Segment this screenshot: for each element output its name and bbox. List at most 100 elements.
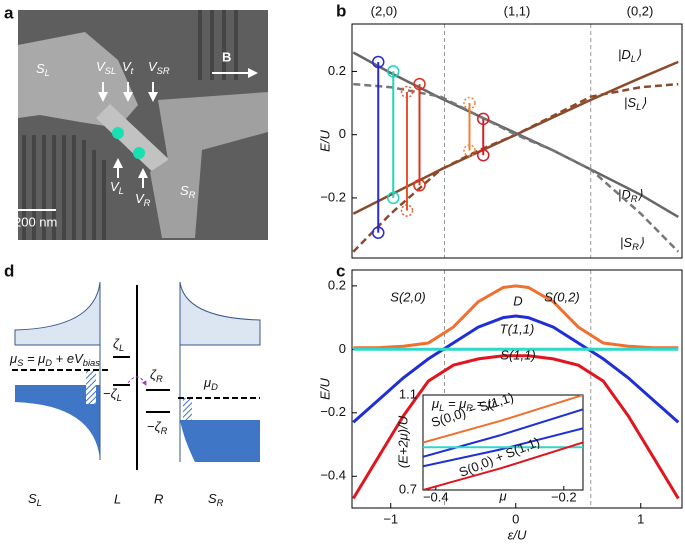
subscript: L	[631, 54, 636, 64]
subscript: R	[466, 403, 473, 413]
text-part: ⟩	[641, 95, 646, 110]
subscript: bias	[83, 358, 100, 368]
inset-note: μL = μR = μ	[431, 396, 495, 413]
series-label: |DR⟩	[618, 187, 643, 204]
series-label: S(0,2)	[544, 289, 579, 304]
text-part: V	[135, 191, 145, 206]
diagram-label: ζR	[150, 367, 163, 384]
region-label: (2,0)	[371, 3, 398, 18]
text-part: ⟩	[638, 187, 643, 202]
sem-image	[14, 10, 268, 240]
series-label: |SR⟩	[620, 235, 644, 252]
subscript: R	[144, 198, 151, 208]
text-part: S	[36, 61, 45, 76]
subscript: R	[189, 190, 196, 200]
x-tick-label: −1	[383, 511, 398, 526]
series-label: S(2,0)	[390, 289, 425, 304]
diagram-label: −ζR	[147, 419, 168, 436]
series-label: |SL⟩	[624, 95, 646, 112]
text-part: = μ	[444, 396, 466, 411]
image-label: VR	[135, 191, 151, 208]
diagram-label: SL	[28, 491, 42, 508]
subscript: S	[17, 358, 24, 368]
subscript: SR	[157, 66, 170, 76]
state-marker	[477, 148, 490, 162]
image-label: 200 nm	[14, 214, 57, 229]
band-diagram	[12, 281, 261, 470]
state-marker	[400, 85, 414, 99]
series-line	[423, 408, 583, 458]
y-tick-label: −0.2	[320, 404, 346, 419]
subscript: R	[632, 242, 639, 252]
text-part: μ	[431, 396, 439, 411]
diagram-label: L	[114, 491, 121, 506]
state-marker	[400, 204, 414, 217]
text-part: |S	[620, 235, 632, 250]
region-label: (0,2)	[627, 3, 654, 18]
image-label: VL	[110, 179, 124, 196]
subscript: L	[119, 186, 124, 196]
panel-letter: b	[336, 1, 346, 20]
plot-frame	[351, 23, 683, 259]
axis-label: μ	[498, 488, 506, 503]
image-label: Vt	[122, 59, 134, 76]
subscript: R	[631, 194, 638, 204]
image-label: VSL	[96, 59, 116, 76]
diagram-label: −ζL	[103, 386, 122, 403]
series-line	[353, 284, 679, 350]
series-line	[423, 395, 583, 444]
diagram-label: SR	[208, 491, 224, 508]
series-label: |DL⟩	[618, 47, 641, 64]
text-part: V	[122, 59, 132, 74]
text-part: = μ	[23, 351, 45, 366]
subscript: L	[119, 343, 124, 353]
text-part: = μ	[473, 396, 495, 411]
state-marker	[477, 112, 490, 126]
text-part: S	[208, 491, 217, 506]
text-part: μ	[203, 375, 211, 390]
series-line	[353, 82, 680, 253]
panel-letter: d	[4, 261, 14, 280]
plot-frame	[351, 269, 683, 509]
text-part: μ	[9, 351, 17, 366]
y-tick-label: 0	[339, 126, 346, 141]
text-part: −ζ	[147, 419, 162, 434]
image-label: B	[222, 49, 231, 64]
y-tick-label: 0.2	[328, 277, 346, 292]
image-label: VSR	[148, 59, 170, 76]
text-part: V	[110, 179, 120, 194]
text-part: |D	[618, 47, 631, 62]
y-tick-label: 0.7	[399, 481, 417, 496]
subscript: L	[45, 68, 50, 78]
text-part: ζ	[150, 367, 157, 382]
state-marker	[372, 55, 385, 69]
x-tick-label: −0.4	[423, 489, 449, 504]
text-part: |D	[618, 187, 631, 202]
state-marker	[463, 96, 476, 110]
axis-label: E/U	[317, 378, 332, 400]
subscript: SL	[105, 66, 116, 76]
x-tick-label: 0	[512, 511, 519, 526]
subscript: L	[37, 498, 42, 508]
text-part: V	[148, 59, 158, 74]
state-marker	[387, 65, 400, 78]
text-part: V	[96, 59, 106, 74]
text-part: |S	[624, 95, 636, 110]
subscript: R	[161, 426, 168, 436]
subscript: D	[45, 358, 52, 368]
panel-letter: a	[4, 3, 14, 22]
series-line	[352, 354, 680, 500]
state-marker	[413, 179, 426, 192]
subscript: R	[217, 498, 224, 508]
text-part: ⟩	[639, 235, 644, 250]
text-part: ⟩	[636, 47, 641, 62]
text-part: −ζ	[103, 386, 118, 401]
y-tick-label: −0.2	[320, 189, 346, 204]
series-line	[352, 314, 680, 424]
y-tick-label: −0.4	[320, 468, 346, 483]
subscript: L	[439, 403, 444, 413]
text-part: + eV	[52, 351, 84, 366]
state-marker	[463, 144, 476, 157]
series-line	[352, 82, 679, 253]
